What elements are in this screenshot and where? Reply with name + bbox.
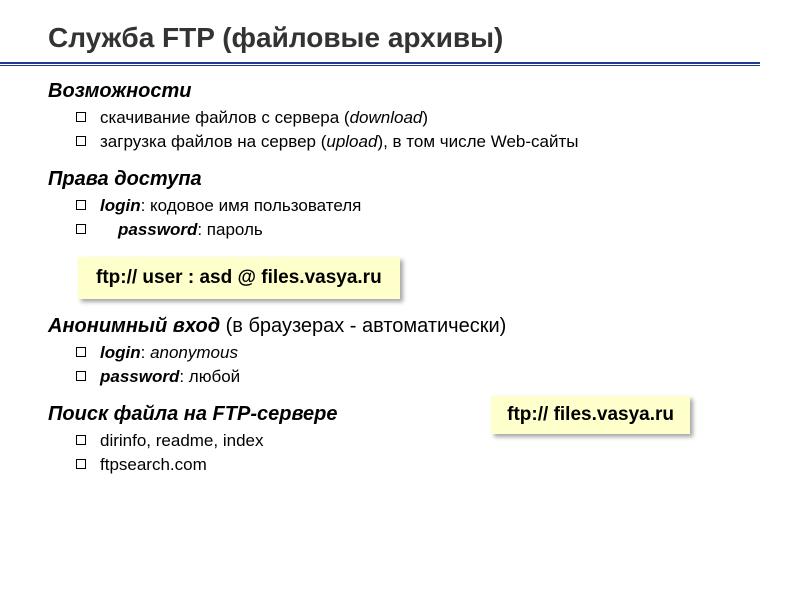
bullet-list: dirinfo, readme, index ftpsearch.com xyxy=(76,430,762,477)
heading-paren: (в браузерах - автоматически) xyxy=(220,315,506,337)
section-anonymous: Анонимный вход (в браузерах - автоматиче… xyxy=(48,315,762,389)
list-item: загрузка файлов на сервер (upload), в то… xyxy=(76,131,762,154)
section-heading: Возможности xyxy=(48,80,762,103)
text: ), в том числе Web-сайты xyxy=(377,132,578,151)
text: загрузка файлов на сервер ( xyxy=(100,132,326,151)
content: Возможности скачивание файлов c сервера … xyxy=(48,80,762,477)
slide: Служба FTP (файловые архивы) Возможности… xyxy=(0,0,800,600)
bullet-list: скачивание файлов c сервера (download) з… xyxy=(76,107,762,154)
bullet-list: login: anonymous password: любой xyxy=(76,342,762,389)
page-title: Служба FTP (файловые архивы) xyxy=(48,22,762,54)
text: скачивание файлов c сервера ( xyxy=(100,108,350,127)
list-item: password: пароль xyxy=(76,219,762,242)
italic-term: upload xyxy=(326,132,377,151)
section-heading: Права доступа xyxy=(48,168,762,191)
list-item: password: любой xyxy=(76,366,762,389)
bullet-list: login: кодовое имя пользователя password… xyxy=(76,195,762,242)
section-heading: Анонимный вход (в браузерах - автоматиче… xyxy=(48,315,762,338)
section-access-rights: Права доступа login: кодовое имя пользов… xyxy=(48,168,762,242)
list-item: login: кодовое имя пользователя xyxy=(76,195,762,218)
list-item: ftpsearch.com xyxy=(76,454,762,477)
list-item: скачивание файлов c сервера (download) xyxy=(76,107,762,130)
text: ) xyxy=(422,108,428,127)
text: : xyxy=(141,343,150,362)
list-item: dirinfo, readme, index xyxy=(76,430,762,453)
callout-ftp-url: ftp:// files.vasya.ru xyxy=(491,396,690,434)
bold-italic: login xyxy=(100,196,141,215)
text: : любой xyxy=(179,367,240,386)
bold-italic: password xyxy=(118,220,197,239)
section-capabilities: Возможности скачивание файлов c сервера … xyxy=(48,80,762,154)
callout-ftp-url-auth: ftp:// user : asd @ files.vasya.ru xyxy=(78,257,400,299)
list-item: login: anonymous xyxy=(76,342,762,365)
bold-italic: password xyxy=(100,367,179,386)
text: : пароль xyxy=(197,220,262,239)
italic-term: download xyxy=(350,108,423,127)
italic-term: anonymous xyxy=(150,343,238,362)
text: : кодовое имя пользователя xyxy=(141,196,362,215)
bold-italic: login xyxy=(100,343,141,362)
